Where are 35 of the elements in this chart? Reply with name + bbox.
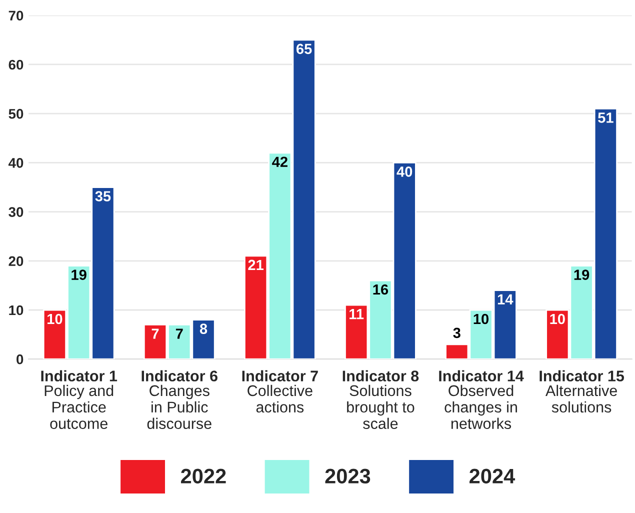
- data-label: 10: [550, 314, 565, 324]
- category-label: Indicator 15 Alternative solutions: [540, 370, 624, 413]
- data-label: 16: [373, 284, 388, 295]
- data-label: 11: [350, 309, 364, 320]
- data-label: 21: [248, 260, 264, 270]
- data-label: 35: [95, 191, 111, 202]
- y-tick-label: 20: [8, 256, 24, 266]
- data-label: 51: [598, 112, 614, 123]
- data-label: 10: [474, 314, 489, 324]
- legend-label: 2023: [325, 468, 370, 484]
- data-label: 19: [72, 270, 86, 280]
- category-label: Indicator 8 Solutions brought to scale: [342, 370, 419, 430]
- y-tick-label: 70: [8, 10, 24, 21]
- y-tick-label: 60: [8, 60, 24, 70]
- data-label: 3: [453, 328, 460, 338]
- data-label: 7: [176, 328, 183, 339]
- data-label: 42: [272, 156, 288, 167]
- data-label: 14: [498, 294, 514, 304]
- data-label: 10: [48, 314, 62, 324]
- category-label: Indicator 1 Policy and Practice outcome: [41, 370, 118, 430]
- category-label: Indicator 6 Changes in Public discourse: [142, 370, 218, 430]
- legend-label: 2022: [181, 468, 226, 484]
- y-tick-label: 10: [9, 305, 24, 316]
- data-label: 7: [152, 328, 159, 339]
- y-tick-label: 30: [8, 207, 24, 217]
- data-label: 40: [396, 166, 412, 177]
- y-tick-label: 0: [16, 354, 24, 364]
- data-label: 19: [574, 270, 590, 280]
- legend-label: 2024: [470, 468, 516, 484]
- data-label: 65: [296, 44, 312, 54]
- category-label: Indicator 14 Observed changes in networks: [439, 370, 524, 430]
- y-tick-label: 40: [8, 158, 24, 168]
- y-tick-label: 50: [8, 108, 24, 119]
- category-label: Indicator 7 Collective actions: [242, 370, 318, 413]
- data-label: 8: [200, 324, 208, 334]
